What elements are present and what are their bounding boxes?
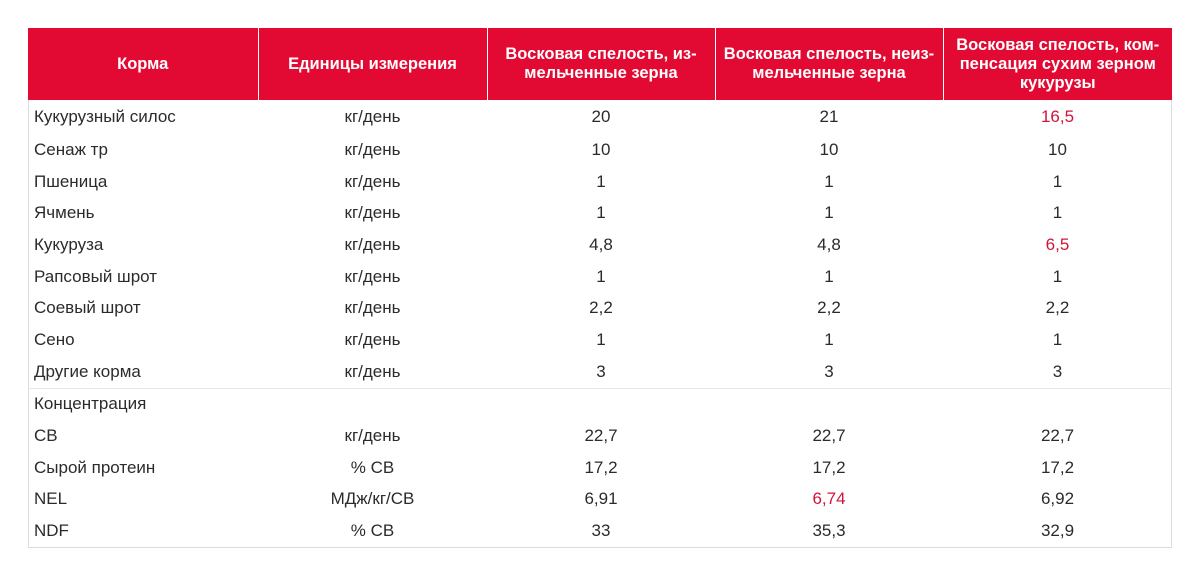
- param-unit: кг/день: [344, 426, 401, 446]
- value-variant-3: 1: [1052, 171, 1063, 191]
- empty-cell: [487, 387, 715, 421]
- feed-ration-table: Корма Единицы измерения Восковая спелост…: [28, 28, 1172, 547]
- value-variant-3: 3: [1052, 361, 1063, 381]
- param-name: NDF: [34, 521, 69, 541]
- table-row: Кукурузный силос кг/день 20 21 16,5: [28, 100, 1172, 134]
- empty-cell: [715, 387, 943, 421]
- value-variant-3: 2,2: [1045, 298, 1070, 318]
- param-unit: % СВ: [350, 457, 395, 477]
- table-row: Сенаж тр кг/день 10 10 10: [28, 134, 1172, 166]
- feed-unit: кг/день: [344, 203, 401, 223]
- table-row: Рапсовый шрот кг/день 1 1 1: [28, 261, 1172, 293]
- header-variant-2: Восковая спелость, неиз-мельченные зерна: [715, 28, 944, 100]
- value-variant-1: 20: [591, 107, 611, 126]
- table-row: Пшеница кг/день 1 1 1: [28, 166, 1172, 198]
- value-variant-2: 4,8: [817, 234, 841, 254]
- value-variant-2: 3: [824, 361, 834, 381]
- table-row: Другие корма кг/день 3 3 3: [28, 356, 1172, 388]
- feed-unit: кг/день: [344, 266, 401, 286]
- value-variant-1: 33: [591, 521, 611, 541]
- feed-unit: кг/день: [344, 361, 401, 381]
- value-variant-1: 1: [596, 329, 606, 349]
- value-variant-2: 17,2: [812, 457, 846, 477]
- param-unit: МДж/кг/СВ: [330, 489, 415, 509]
- value-variant-2-highlight: 6,74: [812, 489, 846, 509]
- feed-unit: кг/день: [344, 298, 401, 318]
- value-variant-1: 1: [596, 266, 606, 286]
- table-body: Кукурузный силос кг/день 20 21 16,5 Сена…: [28, 100, 1172, 547]
- param-name: СВ: [34, 426, 58, 446]
- value-variant-2: 1: [824, 171, 834, 191]
- table-row: Кукуруза кг/день 4,8 4,8 6,5: [28, 229, 1172, 261]
- value-variant-2: 21: [819, 107, 839, 126]
- feed-unit: кг/день: [344, 234, 401, 254]
- value-variant-3: 32,9: [1040, 521, 1075, 541]
- value-variant-3: 10: [1048, 139, 1067, 159]
- feed-name: Сенаж тр: [34, 139, 108, 159]
- value-variant-3: 1: [1052, 266, 1063, 286]
- feed-name: Сено: [34, 329, 75, 349]
- section-label: Концентрация: [28, 387, 258, 421]
- value-variant-3: 22,7: [1040, 426, 1075, 446]
- header-variant-3: Восковая спелость, ком-пенсация сухим зе…: [943, 28, 1172, 100]
- feed-name: Кукуруза: [34, 234, 104, 254]
- feed-unit: кг/день: [344, 139, 401, 159]
- section-row-concentration: Концентрация: [28, 387, 1172, 421]
- value-variant-1: 3: [596, 361, 606, 381]
- table-row: NDF % СВ 33 35,3 32,9: [28, 515, 1172, 547]
- table-header: Корма Единицы измерения Восковая спелост…: [28, 28, 1172, 100]
- empty-cell: [258, 387, 487, 421]
- value-variant-2: 2,2: [817, 298, 841, 318]
- value-variant-3-highlight: 6,5: [1045, 234, 1070, 254]
- table-row: Ячмень кг/день 1 1 1: [28, 197, 1172, 229]
- table-row: Сено кг/день 1 1 1: [28, 324, 1172, 356]
- table-row: NEL МДж/кг/СВ 6,91 6,74 6,92: [28, 484, 1172, 516]
- value-variant-2: 22,7: [812, 426, 846, 446]
- value-variant-1: 1: [596, 203, 606, 223]
- feed-name: Кукурузный силос: [34, 107, 176, 126]
- value-variant-3: 1: [1052, 203, 1063, 223]
- feed-unit: кг/день: [344, 171, 401, 191]
- param-unit: % СВ: [350, 521, 395, 541]
- table-row: Соевый шрот кг/день 2,2 2,2 2,2: [28, 292, 1172, 324]
- header-row: Корма Единицы измерения Восковая спелост…: [28, 28, 1172, 100]
- value-variant-2: 1: [824, 203, 834, 223]
- value-variant-1: 1: [596, 171, 606, 191]
- value-variant-2: 35,3: [812, 521, 846, 541]
- feed-name: Пшеница: [34, 171, 108, 191]
- feed-name: Соевый шрот: [34, 298, 141, 318]
- value-variant-1: 22,7: [584, 426, 618, 446]
- value-variant-1: 17,2: [584, 457, 618, 477]
- value-variant-1: 2,2: [589, 298, 613, 318]
- value-variant-3-highlight: 16,5: [1040, 107, 1075, 126]
- feed-unit: кг/день: [344, 329, 401, 349]
- param-name: NEL: [34, 489, 68, 509]
- empty-cell: [943, 387, 1172, 421]
- value-variant-1: 10: [591, 139, 611, 159]
- header-variant-1: Восковая спелость, из-мельченные зерна: [487, 28, 716, 100]
- value-variant-3: 6,92: [1040, 489, 1075, 509]
- table-row: СВ кг/день 22,7 22,7 22,7: [28, 420, 1172, 452]
- param-name: Сырой протеин: [34, 457, 156, 477]
- value-variant-3: 1: [1052, 329, 1063, 349]
- value-variant-1: 4,8: [589, 234, 613, 254]
- table-row: Сырой протеин % СВ 17,2 17,2 17,2: [28, 452, 1172, 484]
- value-variant-2: 1: [824, 266, 834, 286]
- feed-name: Рапсовый шрот: [34, 266, 158, 286]
- feed-unit: кг/день: [344, 107, 401, 126]
- value-variant-3: 17,2: [1040, 457, 1075, 477]
- value-variant-2: 1: [824, 329, 834, 349]
- header-units: Единицы измерения: [258, 28, 488, 100]
- value-variant-1: 6,91: [584, 489, 618, 509]
- feed-name: Другие корма: [34, 361, 141, 381]
- feed-name: Ячмень: [34, 203, 95, 223]
- header-feed: Корма: [28, 28, 259, 100]
- value-variant-2: 10: [819, 139, 839, 159]
